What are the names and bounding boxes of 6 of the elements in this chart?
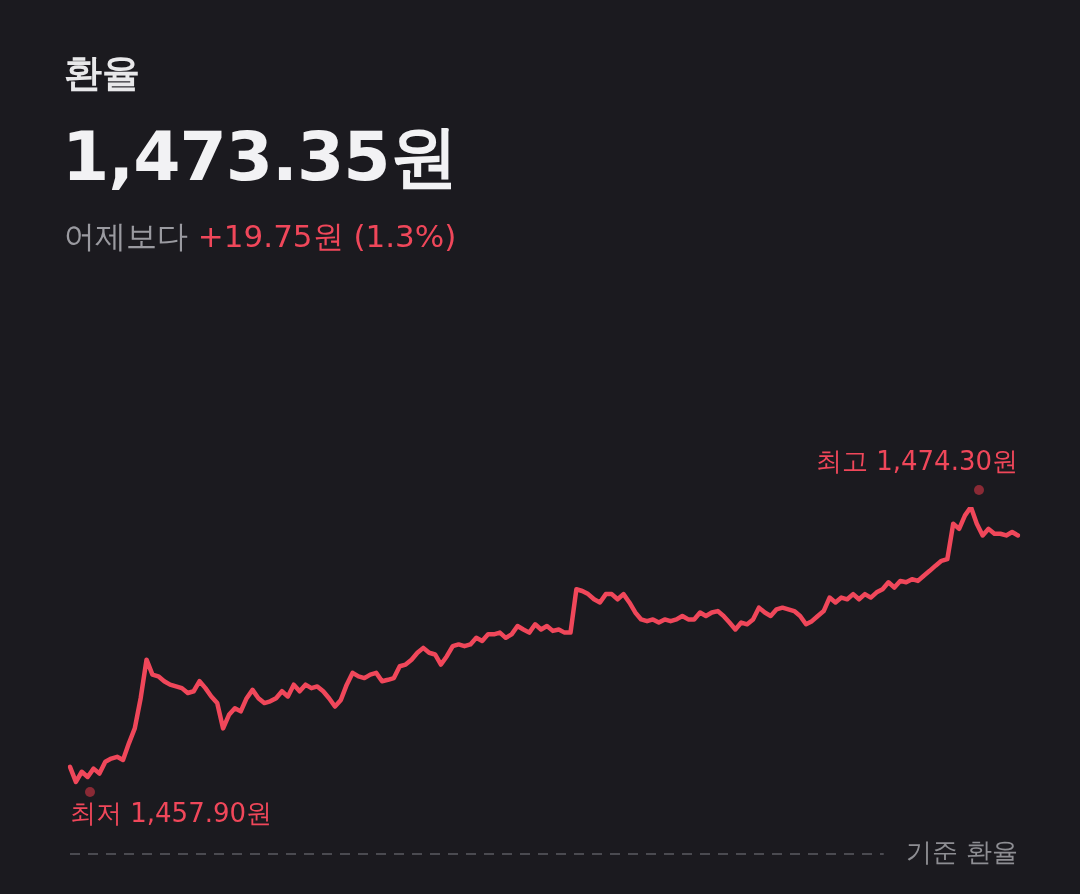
text: 최고 1,474.30원 bbox=[815, 445, 1018, 476]
chart-title: 환율 bbox=[64, 50, 140, 97]
annotation: 최저 1,457.90원 bbox=[70, 797, 273, 828]
ref-line-label: 기준 환율 bbox=[905, 836, 1018, 867]
chart-subtitle: 1,473.35원 bbox=[62, 116, 457, 198]
text: 어제보다 +19.75원 (1.3%) bbox=[64, 217, 457, 256]
